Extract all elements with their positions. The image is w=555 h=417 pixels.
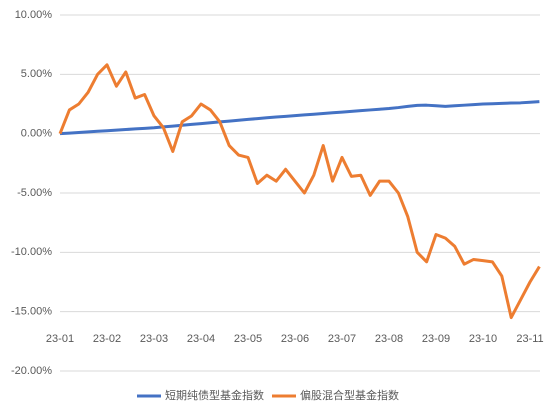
x-tick-label: 23-04	[187, 333, 215, 345]
y-tick-label: 5.00%	[21, 68, 52, 80]
x-tick-label: 23-08	[375, 333, 403, 345]
legend-label: 短期纯债型基金指数	[165, 388, 264, 402]
series-line	[58, 63, 541, 320]
x-tick-label: 23-05	[234, 333, 262, 345]
y-tick-label: -10.00%	[11, 246, 52, 258]
x-tick-label: 23-01	[46, 333, 74, 345]
y-tick-label: 10.00%	[15, 9, 53, 21]
x-tick-label: 23-06	[281, 333, 309, 345]
y-tick-label: -20.00%	[11, 365, 52, 377]
y-tick-label: 0.00%	[21, 128, 52, 140]
y-tick-label: -15.00%	[11, 306, 52, 318]
x-tick-label: 23-11	[516, 333, 543, 345]
x-tick-label: 23-02	[93, 333, 121, 345]
x-tick-label: 23-10	[469, 333, 497, 345]
x-tick-label: 23-07	[328, 333, 356, 345]
y-tick-label: -5.00%	[17, 187, 52, 199]
x-tick-label: 23-03	[140, 333, 168, 345]
series-line	[59, 100, 540, 136]
x-tick-label: 23-09	[422, 333, 450, 345]
legend-label: 偏股混合型基金指数	[300, 388, 399, 402]
